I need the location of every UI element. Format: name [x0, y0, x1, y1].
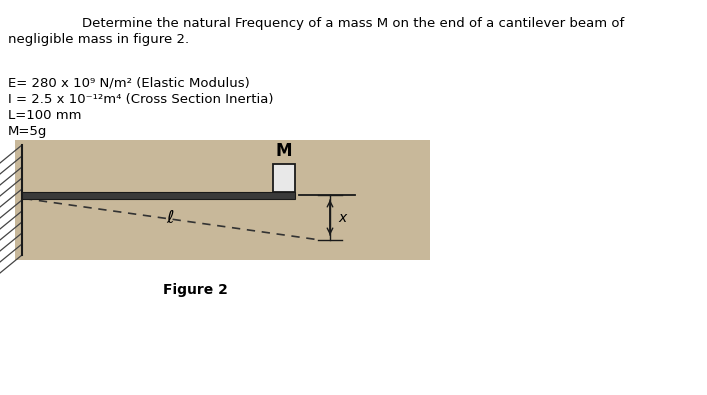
Bar	[273, 164, 295, 192]
Text: $\ell$: $\ell$	[165, 209, 175, 227]
Bar	[22, 192, 295, 199]
Text: negligible mass in figure 2.: negligible mass in figure 2.	[8, 33, 189, 46]
Text: x: x	[338, 211, 346, 224]
Text: E= 280 x 10⁹ N/m² (Elastic Modulus): E= 280 x 10⁹ N/m² (Elastic Modulus)	[8, 77, 250, 90]
Text: Determine the natural Frequency of a mass M on the end of a cantilever beam of: Determine the natural Frequency of a mas…	[82, 17, 624, 30]
Text: M: M	[276, 141, 292, 160]
Text: I = 2.5 x 10⁻¹²m⁴ (Cross Section Inertia): I = 2.5 x 10⁻¹²m⁴ (Cross Section Inertia…	[8, 93, 274, 106]
Text: M=5g: M=5g	[8, 125, 47, 138]
Text: Figure 2: Figure 2	[163, 283, 228, 297]
Text: L=100 mm: L=100 mm	[8, 109, 81, 122]
Bar	[15, 140, 430, 260]
